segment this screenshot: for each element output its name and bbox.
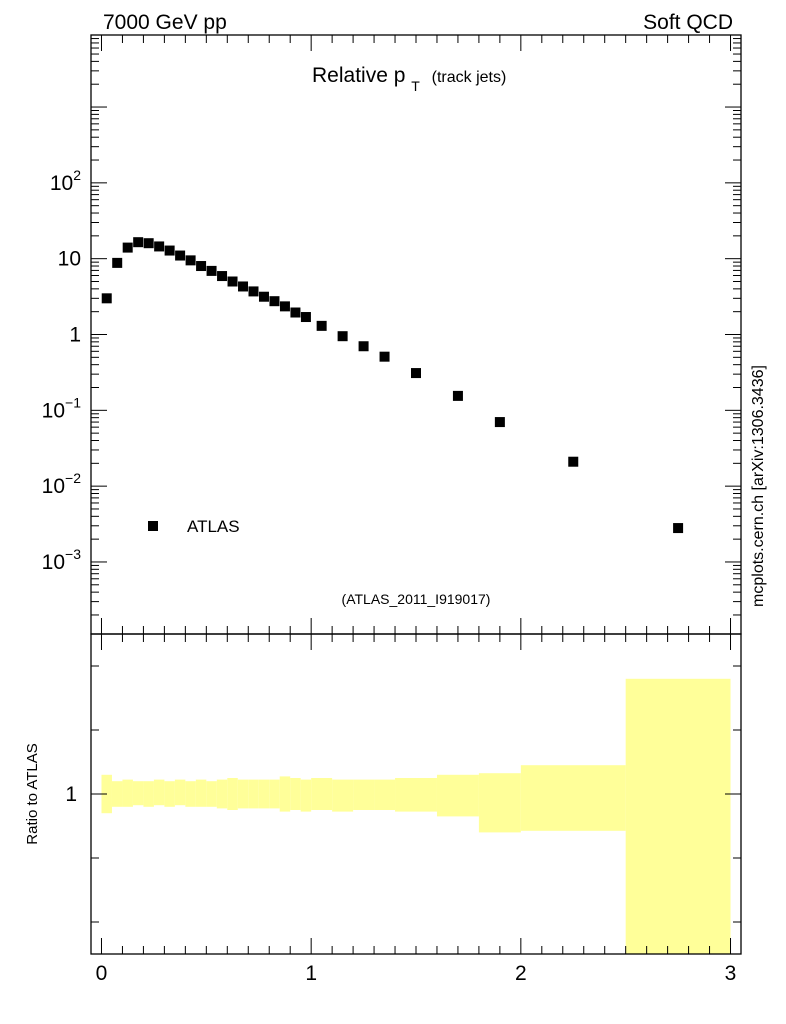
- data-point: [337, 331, 348, 342]
- ratio-band-bin: [625, 678, 731, 954]
- data-point: [175, 250, 186, 261]
- y-tick-base: 10: [50, 172, 73, 195]
- ratio-band-bin: [195, 779, 207, 807]
- ratio-band-bin: [132, 781, 144, 806]
- data-point: [290, 307, 301, 318]
- x-axis-ticks: 0 1 2 3: [96, 35, 737, 985]
- ratio-band-bin: [248, 779, 259, 809]
- source-label: mcplots.cern.ch [arXiv:1306.3436]: [750, 365, 767, 607]
- data-point: [258, 291, 269, 302]
- y-tick-exponent: −3: [65, 546, 81, 562]
- data-point: [316, 320, 327, 331]
- ratio-band-bin: [185, 781, 196, 807]
- ratio-band-bin: [216, 779, 228, 809]
- data-point: [185, 255, 196, 266]
- data-point: [279, 301, 290, 312]
- data-point: [101, 293, 112, 304]
- ratio-y-ticks: 1: [65, 665, 741, 923]
- plot-title: Relative p T (track jets): [312, 64, 506, 96]
- data-point: [358, 341, 369, 352]
- y-tick-label: 1: [69, 324, 81, 347]
- title-main: Relative p: [312, 64, 405, 87]
- ratio-tick-label: 1: [65, 783, 77, 806]
- analysis-id: (ATLAS_2011_I919017): [342, 591, 491, 607]
- data-point: [154, 241, 165, 252]
- data-point: [673, 523, 684, 534]
- ratio-band-bin: [520, 765, 626, 831]
- ratio-band-bin: [206, 781, 217, 807]
- legend-label-atlas: ATLAS: [187, 517, 240, 536]
- ratio-band-bin: [290, 778, 301, 810]
- data-point: [217, 271, 228, 282]
- data-point: [227, 276, 238, 287]
- y-tick-label: 10−1: [42, 394, 82, 422]
- ratio-band-bin: [395, 778, 437, 812]
- data-point: [379, 351, 390, 362]
- ratio-band-bin: [164, 781, 175, 807]
- ratio-band-bin: [237, 779, 249, 809]
- ratio-band-bin: [174, 779, 186, 806]
- ratio-band-bin: [279, 776, 291, 812]
- ratio-band-bin: [258, 779, 270, 809]
- ratio-panel: 1 Ratio to ATLAS: [24, 633, 742, 955]
- ratio-band-bin: [227, 778, 238, 810]
- data-point: [494, 417, 505, 428]
- data-point: [112, 257, 123, 268]
- ratio-band: [101, 678, 731, 954]
- y-tick-exponent: −1: [65, 394, 81, 410]
- y-tick-label: 102: [50, 167, 81, 195]
- y-tick-base: 10: [42, 551, 65, 574]
- ratio-band-bin: [374, 779, 396, 810]
- data-point: [300, 312, 311, 323]
- title-subscript: T: [411, 78, 420, 94]
- data-point: [452, 390, 463, 401]
- ratio-band-bin: [269, 779, 280, 809]
- ratio-band-bin: [436, 774, 479, 817]
- ratio-band-bin: [311, 778, 333, 810]
- y-tick-base: 10: [42, 475, 65, 498]
- ratio-band-bin: [122, 779, 133, 807]
- data-point: [248, 286, 259, 297]
- ratio-band-bin: [143, 781, 154, 807]
- title-suffix: (track jets): [432, 69, 507, 86]
- process-label: Soft QCD: [643, 11, 733, 34]
- data-point: [122, 242, 133, 253]
- x-tick-label: 0: [96, 962, 108, 985]
- ratio-ylabel: Ratio to ATLAS: [24, 743, 41, 844]
- y-tick-label: 10−2: [42, 470, 82, 498]
- main-frame: [90, 34, 742, 635]
- x-tick-label: 3: [725, 962, 737, 985]
- data-point: [206, 265, 217, 276]
- ratio-band-bin: [353, 779, 375, 810]
- y-tick-label: 10: [58, 248, 81, 271]
- x-tick-label: 1: [305, 962, 317, 985]
- y-tick-base: 10: [42, 399, 65, 422]
- ratio-band-bin: [478, 773, 521, 833]
- data-point: [411, 368, 421, 379]
- data-point: [196, 261, 207, 272]
- main-panel: Relative p T (track jets) (ATLAS_2011_I9…: [42, 34, 742, 635]
- ratio-band-bin: [300, 779, 312, 812]
- legend: ATLAS: [148, 517, 240, 536]
- data-point: [133, 237, 144, 248]
- x-tick-label: 2: [515, 962, 527, 985]
- y-tick-label: 10−3: [42, 546, 82, 574]
- data-point: [164, 245, 175, 256]
- y-tick-exponent: −2: [65, 470, 81, 486]
- energy-label: 7000 GeV pp: [103, 11, 227, 34]
- data-point: [143, 238, 154, 249]
- data-point: [238, 281, 249, 292]
- legend-marker-atlas: [148, 521, 158, 531]
- ratio-band-bin: [332, 779, 354, 812]
- y-tick-exponent: 2: [73, 167, 81, 183]
- ratio-band-bin: [153, 779, 165, 806]
- data-points: [101, 237, 684, 534]
- ratio-band-bin: [111, 781, 123, 807]
- data-point: [568, 456, 579, 467]
- data-point: [269, 296, 280, 307]
